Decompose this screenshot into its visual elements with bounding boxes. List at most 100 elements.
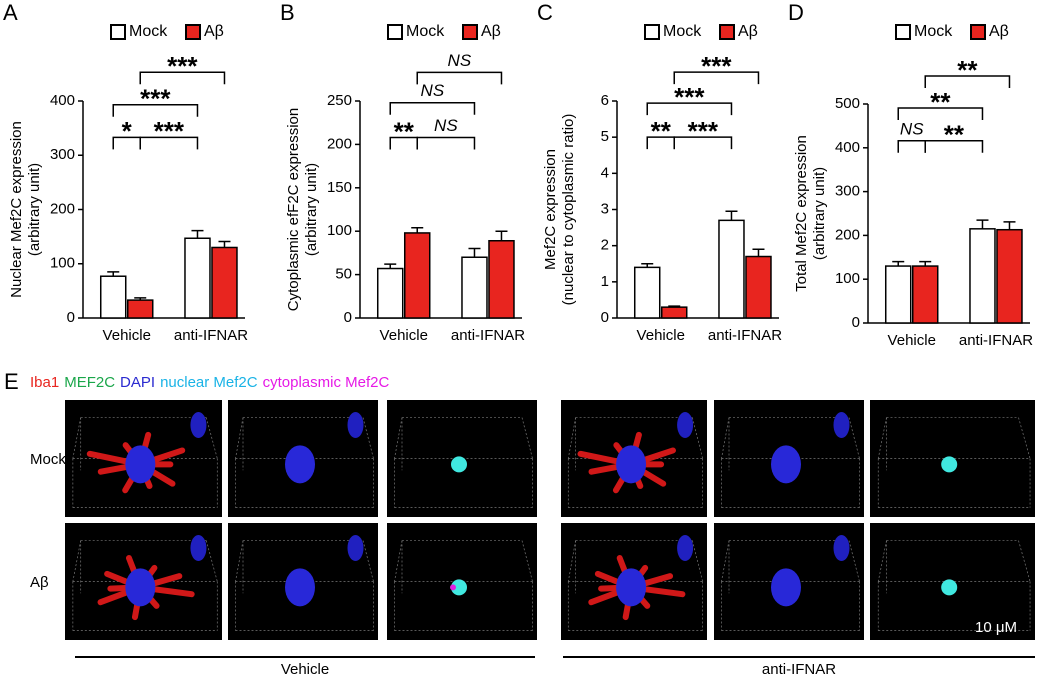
y-tick-label: 500	[835, 95, 860, 112]
significance-label: **	[930, 87, 951, 117]
error-bar	[384, 263, 397, 269]
nucleus	[833, 535, 850, 561]
box-edge	[521, 417, 533, 459]
significance-bracket	[389, 101, 476, 115]
x-tick-label: anti-IFNAR	[708, 327, 782, 344]
y-tick-label: 200	[50, 200, 75, 217]
nucleus	[771, 568, 801, 607]
panel-letter: A	[3, 0, 18, 25]
significance-label: **	[957, 55, 978, 85]
error-bar	[892, 260, 905, 267]
significance-label: ***	[140, 84, 171, 114]
y-tick-label: 2	[601, 237, 609, 254]
legend-swatch	[644, 24, 660, 40]
channel-label: nuclear Mef2C	[160, 374, 258, 391]
channel-label: MEF2C	[64, 374, 115, 391]
y-tick-label: 1	[601, 273, 609, 290]
y-axis-label: (nuclear to cytoplasmic ratio)	[560, 114, 577, 306]
legend-swatch	[185, 24, 201, 40]
bar	[461, 256, 488, 319]
significance-label: *	[122, 116, 133, 146]
significance-label: NS	[448, 51, 472, 70]
bar	[376, 267, 404, 319]
significance-bracket	[897, 140, 926, 153]
y-axis-label: (arbitrary unit)	[811, 167, 828, 260]
significance-bracket	[139, 71, 226, 85]
y-axis-label: Total Mef2C expression	[793, 135, 810, 292]
group-label: anti-IFNAR	[762, 661, 836, 678]
box-edge	[567, 417, 576, 459]
box-edge	[521, 540, 533, 582]
y-tick-label: 100	[50, 255, 75, 272]
bar	[184, 237, 211, 319]
y-tick-label: 200	[327, 135, 352, 152]
y-tick-label: 3	[601, 200, 609, 217]
x-tick-label: anti-IFNAR	[174, 327, 248, 344]
nucleus	[285, 568, 315, 607]
error-bar	[725, 210, 738, 221]
nucleus	[190, 412, 207, 438]
box-edge	[877, 417, 887, 459]
bar	[403, 232, 431, 319]
channel-label: cytoplasmic Mef2C	[263, 374, 390, 391]
significance-label: **	[394, 116, 415, 146]
bar	[211, 246, 238, 319]
bar	[745, 255, 772, 319]
nucleus	[347, 412, 364, 438]
significance-bracket	[416, 71, 503, 85]
significance-bracket	[924, 140, 984, 153]
image-panel	[65, 400, 1035, 640]
y-tick-label: 5	[601, 128, 609, 145]
box-edge	[1018, 417, 1031, 459]
y-tick-label: 400	[50, 92, 75, 109]
significance-label: ***	[154, 116, 185, 146]
y-tick-label: 100	[327, 222, 352, 239]
nucleus	[833, 412, 850, 438]
mef2c-signal	[451, 456, 467, 473]
significance-bracket	[416, 136, 476, 150]
mef2c-signal	[941, 456, 958, 473]
legend-swatch	[387, 24, 403, 40]
error-bar	[641, 263, 654, 268]
legend-swatch	[462, 24, 478, 40]
x-tick-label: Vehicle	[103, 327, 151, 344]
bar	[884, 265, 912, 324]
error-bar	[919, 260, 932, 267]
panel-letter: D	[788, 0, 804, 25]
legend-label: Mock	[406, 23, 445, 40]
error-bar	[1003, 221, 1016, 230]
nucleus	[125, 445, 156, 484]
y-tick-label: 250	[327, 92, 352, 109]
mef2c-signal	[941, 579, 958, 596]
y-axis-label: (arbitrary unit)	[26, 163, 43, 256]
group-label: Vehicle	[281, 661, 329, 678]
legend-label: Aβ	[481, 23, 501, 40]
mef2c-signal	[451, 579, 467, 596]
y-tick-label: 150	[327, 179, 352, 196]
legend-label: Aβ	[204, 23, 224, 40]
legend-swatch	[895, 24, 911, 40]
bar	[99, 275, 127, 319]
box-edge	[72, 417, 82, 459]
box-edge	[205, 417, 218, 459]
significance-label: **	[651, 116, 672, 146]
significance-bracket	[673, 71, 760, 85]
significance-label: ***	[701, 51, 732, 81]
significance-label: ***	[688, 116, 719, 146]
box-edge	[721, 417, 730, 459]
legend-swatch	[719, 24, 735, 40]
error-bar	[411, 226, 424, 233]
y-tick-label: 100	[835, 270, 860, 287]
y-tick-label: 0	[601, 309, 609, 326]
bar	[633, 266, 661, 319]
box-edge	[205, 540, 218, 582]
nucleus	[677, 535, 694, 561]
scale-bar-label: 10 μM	[975, 619, 1017, 636]
box-edge	[567, 540, 576, 582]
legend-label: Aβ	[989, 23, 1009, 40]
nucleus	[125, 568, 156, 607]
x-tick-label: Vehicle	[380, 327, 428, 344]
legend-label: Mock	[129, 23, 168, 40]
error-bar	[668, 305, 681, 308]
